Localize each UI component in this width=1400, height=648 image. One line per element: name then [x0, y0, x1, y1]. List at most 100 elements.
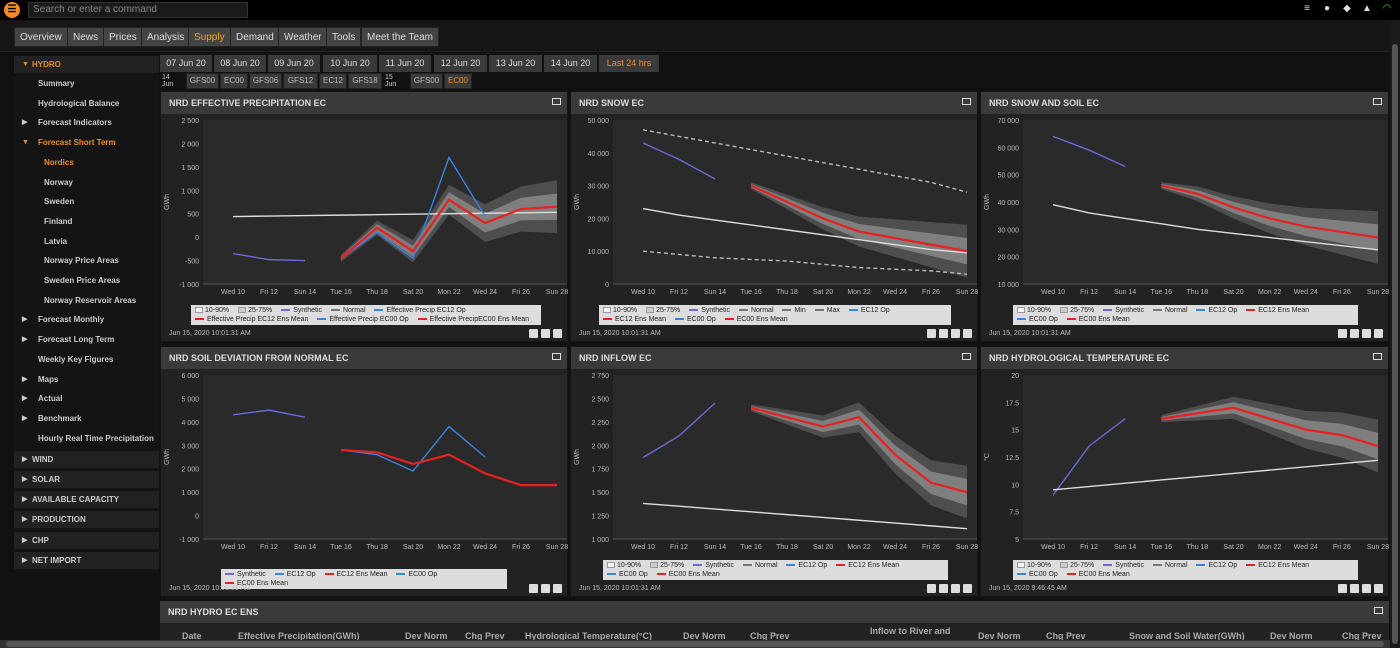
sidebar-item-maps[interactable]: ▶ Maps	[22, 375, 59, 384]
app-logo-icon[interactable]: ☰	[4, 2, 20, 18]
sidebar-item-finland[interactable]: Finland	[44, 217, 73, 226]
date-13-jun[interactable]: 13 Jun 20	[489, 55, 542, 72]
col-header[interactable]: Date	[182, 631, 202, 641]
date-14-jun[interactable]: 14 Jun 20	[544, 55, 597, 72]
date-11-jun[interactable]: 11 Jun 20	[379, 55, 431, 72]
date-10-jun[interactable]: 10 Jun 20	[323, 55, 377, 72]
model-14-gfs12[interactable]: GFS12	[283, 73, 318, 89]
sidebar-section-wind[interactable]: ▶ WIND	[14, 450, 159, 468]
menu-icon[interactable]: ≡	[1304, 3, 1310, 14]
sidebar-item-hourly-real-time-precipitation[interactable]: Hourly Real Time Precipitation	[38, 434, 154, 443]
col-header[interactable]: Chg Prev	[750, 631, 790, 641]
excel-icon[interactable]	[1374, 584, 1383, 593]
maximize-icon[interactable]	[552, 98, 561, 105]
col-header[interactable]: Dev Norm	[978, 631, 1021, 641]
download-icon[interactable]	[951, 584, 960, 593]
model-14-gfs00[interactable]: GFS00	[186, 73, 219, 89]
model-14-ec00[interactable]: EC00	[220, 73, 248, 89]
col-header[interactable]: Dev Norm	[405, 631, 448, 641]
sidebar-item-summary[interactable]: Summary	[38, 79, 75, 88]
download-icon[interactable]	[541, 584, 550, 593]
info-icon[interactable]	[1350, 329, 1359, 338]
col-header[interactable]: Hydrological Temperature(°C)	[525, 631, 652, 641]
vertical-scrollbar[interactable]	[1390, 20, 1400, 648]
tab-demand[interactable]: Demand	[230, 27, 280, 47]
col-header[interactable]: Effective Precipitation(GWh)	[238, 631, 360, 641]
date-08-jun[interactable]: 08 Jun 20	[214, 55, 266, 72]
maximize-icon[interactable]	[962, 353, 971, 360]
export-icon[interactable]	[529, 329, 538, 338]
sidebar-section-production[interactable]: ▶ PRODUCTION	[14, 510, 159, 528]
horizontal-scrollbar[interactable]	[0, 640, 1390, 648]
sidebar-item-norway-price-areas[interactable]: Norway Price Areas	[44, 256, 119, 265]
export-icon[interactable]	[927, 329, 936, 338]
info-icon[interactable]	[939, 584, 948, 593]
download-icon[interactable]	[1362, 584, 1371, 593]
col-header[interactable]: Chg Prev	[465, 631, 505, 641]
chat-icon[interactable]: ◆	[1343, 3, 1351, 14]
sidebar-item-hydrological-balance[interactable]: Hydrological Balance	[38, 99, 120, 108]
download-icon[interactable]	[951, 329, 960, 338]
sidebar-item-benchmark[interactable]: ▶ Benchmark	[22, 414, 82, 423]
export-icon[interactable]	[529, 584, 538, 593]
col-header[interactable]: Dev Norm	[683, 631, 726, 641]
sidebar-item-weekly-key-figures[interactable]: Weekly Key Figures	[38, 355, 114, 364]
sidebar-item-forecast-short-term[interactable]: ▼ Forecast Short Term	[22, 138, 116, 147]
model-15-ec00[interactable]: EC00	[444, 73, 472, 89]
sidebar-section-solar[interactable]: ▶ SOLAR	[14, 470, 159, 488]
search-input[interactable]: Search or enter a command	[28, 2, 248, 18]
info-icon[interactable]	[939, 329, 948, 338]
tab-supply[interactable]: Supply	[188, 27, 231, 47]
sidebar-item-norway-reservoir-areas[interactable]: Norway Reservoir Areas	[44, 296, 137, 305]
date-09-jun[interactable]: 09 Jun 20	[268, 55, 320, 72]
col-header[interactable]: Chg Prev	[1046, 631, 1086, 641]
export-icon[interactable]	[1338, 329, 1347, 338]
tab-meet-the-team[interactable]: Meet the Team	[361, 27, 439, 47]
col-header[interactable]: Dev Norm	[1270, 631, 1313, 641]
sidebar-item-actual[interactable]: ▶ Actual	[22, 394, 63, 403]
sidebar-item-latvia[interactable]: Latvia	[44, 237, 68, 246]
sidebar-hydro[interactable]: ▼ HYDRO	[14, 55, 159, 73]
sidebar-section-chp[interactable]: ▶ CHP	[14, 531, 159, 549]
sidebar-item-forecast-monthly[interactable]: ▶ Forecast Monthly	[22, 315, 105, 324]
date-12-jun[interactable]: 12 Jun 20	[434, 55, 487, 72]
export-icon[interactable]	[1338, 584, 1347, 593]
tab-tools[interactable]: Tools	[326, 27, 362, 47]
date-last-24-hrs[interactable]: Last 24 hrs	[599, 55, 659, 72]
sidebar-item-nordics[interactable]: Nordics	[44, 158, 74, 167]
maximize-icon[interactable]	[962, 98, 971, 105]
tab-overview[interactable]: Overview	[14, 27, 68, 47]
sidebar-item-forecast-indicators[interactable]: ▶ Forecast Indicators	[22, 118, 112, 127]
tab-analysis[interactable]: Analysis	[141, 27, 191, 47]
sidebar-item-forecast-long-term[interactable]: ▶ Forecast Long Term	[22, 335, 115, 344]
tab-weather[interactable]: Weather	[278, 27, 328, 47]
maximize-icon[interactable]	[1373, 353, 1382, 360]
export-icon[interactable]	[927, 584, 936, 593]
maximize-icon[interactable]	[552, 353, 561, 360]
maximize-icon[interactable]	[1373, 98, 1382, 105]
model-14-ec12[interactable]: EC12	[319, 73, 347, 89]
excel-icon[interactable]	[1374, 329, 1383, 338]
download-icon[interactable]	[541, 329, 550, 338]
bell-icon[interactable]: ▲	[1362, 3, 1372, 14]
maximize-icon[interactable]	[1374, 607, 1383, 614]
date-07-jun[interactable]: 07 Jun 20	[160, 55, 212, 72]
sidebar-section-available-capacity[interactable]: ▶ AVAILABLE CAPACITY	[14, 490, 159, 508]
excel-icon[interactable]	[963, 584, 972, 593]
info-icon[interactable]	[1350, 584, 1359, 593]
download-icon[interactable]	[1362, 329, 1371, 338]
sidebar-item-sweden[interactable]: Sweden	[44, 197, 75, 206]
sidebar-section-net-import[interactable]: ▶ NET IMPORT	[14, 551, 159, 569]
model-14-gfs06[interactable]: GFS06	[249, 73, 282, 89]
model-14-gfs18[interactable]: GFS18	[348, 73, 382, 89]
col-header[interactable]: Inflow to River and	[870, 626, 951, 636]
sidebar-item-norway[interactable]: Norway	[44, 178, 73, 187]
col-header[interactable]: Chg Prev	[1342, 631, 1382, 641]
excel-icon[interactable]	[553, 329, 562, 338]
tab-news[interactable]: News	[67, 27, 105, 47]
model-15-gfs00[interactable]: GFS00	[410, 73, 443, 89]
col-header[interactable]: Snow and Soil Water(GWh)	[1129, 631, 1245, 641]
excel-icon[interactable]	[963, 329, 972, 338]
tab-prices[interactable]: Prices	[103, 27, 143, 47]
user-icon[interactable]: ●	[1323, 3, 1331, 14]
